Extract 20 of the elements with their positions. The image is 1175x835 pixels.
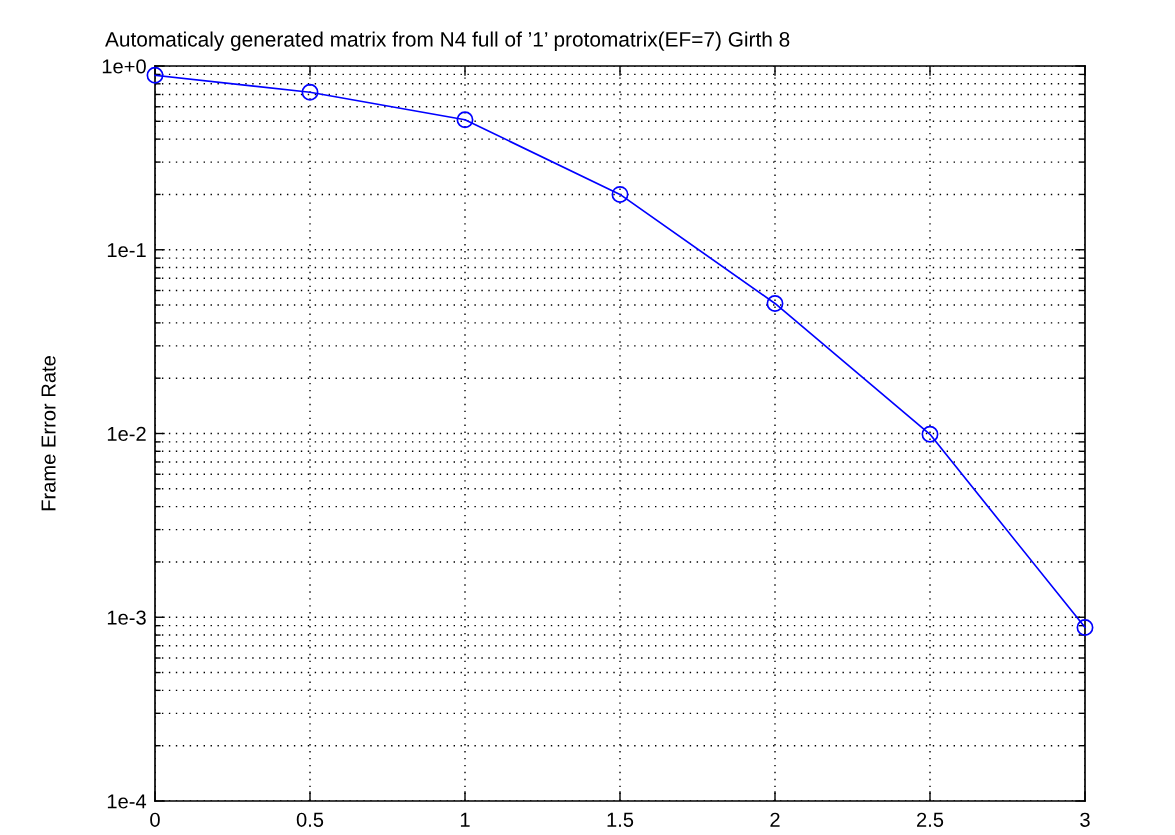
point [301, 83, 319, 101]
point [1076, 618, 1094, 636]
y-tick-label: 1e+0 [102, 59, 146, 74]
point [766, 295, 784, 312]
y-tick-label: 1e-1 [107, 243, 146, 258]
x-tick-label: 2 [770, 812, 780, 827]
x-tick-label: 0.5 [296, 812, 324, 827]
point [456, 111, 474, 129]
y-axis-title: Frame Error Rate [41, 356, 56, 511]
x-tick-label: 2.5 [917, 812, 944, 827]
y-tick-label: 1e-4 [107, 794, 147, 809]
y-tick-label: 1e-3 [107, 610, 146, 625]
point [611, 185, 629, 203]
x-tick-label: 1.5 [607, 812, 634, 827]
x-tick-label: 0 [150, 812, 160, 827]
x-tick-label: 3 [1080, 812, 1090, 827]
x-tick-label: 1 [460, 812, 470, 827]
point [921, 425, 939, 443]
y-tick-label: 1e-2 [107, 426, 146, 441]
chart-title: Automaticaly generated matrix from N4 full of ’1’ protomatrix(EF=7) Girth 8 [105, 31, 790, 51]
